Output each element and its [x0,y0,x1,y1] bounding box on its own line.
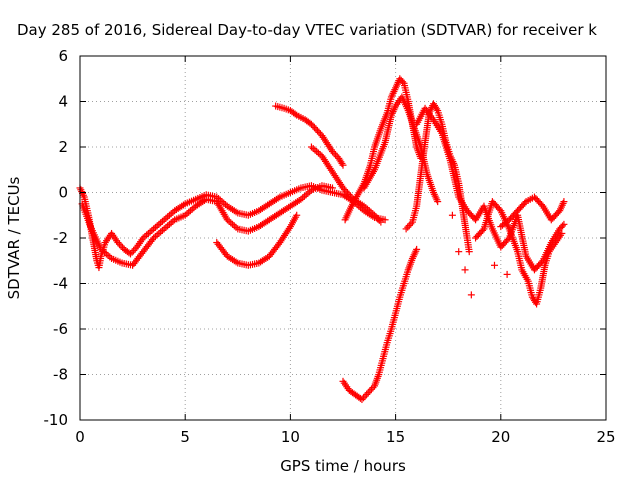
data-point [310,124,318,131]
y-tick-label: -8 [53,366,68,384]
data-point [360,394,368,402]
y-tick-label: 2 [58,138,68,156]
data-point [338,159,346,167]
data-point [312,125,320,133]
y-tick-label: 6 [58,47,68,65]
x-tick-label: 10 [281,428,300,446]
y-axis-label: SDTVAR / TECUs [5,176,23,299]
data-point [339,161,347,169]
data-point [495,205,503,213]
data-point [339,184,347,192]
data-point [467,291,475,299]
data-point [130,247,138,255]
y-tick-label: -6 [53,320,68,338]
data-point [307,120,315,128]
data-point [558,229,566,237]
data-point [399,78,407,86]
data-point [332,151,340,159]
data-point [465,248,473,256]
y-tick-label: -4 [53,275,68,293]
data-point [461,266,469,274]
data-point [455,248,463,256]
data-point [148,236,156,244]
data-point [364,389,372,397]
x-tick-label: 20 [491,428,510,446]
x-axis-label: GPS time / hours [280,457,406,475]
data-point [503,270,511,278]
y-tick-label: 0 [58,184,68,202]
y-tick-label: -2 [53,229,68,247]
data-point [413,245,421,253]
data-point [347,192,355,200]
data-point [521,199,529,207]
data-point [117,242,125,250]
data-point [330,149,338,157]
data-point [363,390,371,398]
data-point [126,250,134,258]
data-point [291,110,299,118]
data-point [367,385,375,393]
x-axis-ticks: 0 5 10 15 20 25 [75,56,616,446]
data-point [358,396,366,404]
x-tick-label: 25 [596,428,615,446]
data-point [131,245,139,253]
data-point [402,225,410,233]
chart-title: Day 285 of 2016, Sidereal Day-to-day VTE… [17,21,597,39]
data-point [375,216,383,224]
data-point [448,211,456,219]
data-point [345,190,353,198]
y-tick-label: -10 [44,411,69,429]
data-point [560,198,568,206]
data-point [328,148,336,156]
data-point [366,387,374,395]
data-point [361,392,369,400]
data-point [309,122,317,130]
x-tick-label: 0 [75,428,85,446]
data-point [313,127,321,135]
data-point [114,239,122,247]
data-point [407,220,415,228]
grid [80,56,606,420]
data-point [560,220,568,228]
plot-frame [79,55,607,421]
data-point [341,186,349,194]
x-tick-label: 5 [180,428,190,446]
data-point [374,215,382,223]
data-point [559,222,567,230]
y-axis-ticks: -10 -8 -6 -4 -2 0 2 4 6 [44,47,606,429]
data-point [405,221,413,229]
data-point [433,105,441,113]
x-tick-label: 15 [386,428,405,446]
data-point [293,211,301,219]
data-point [371,211,379,219]
data-point [377,218,385,226]
data-point [342,187,350,195]
scatter-marks [76,75,568,404]
data-point [115,240,123,248]
data-point [490,261,498,269]
data-point [128,248,136,256]
data-point [434,198,442,206]
data-point [372,213,380,221]
data-point [404,223,412,231]
data-point [328,184,336,192]
data-point [369,384,377,392]
data-point [479,226,487,234]
y-tick-label: 4 [58,93,68,111]
data-point [537,258,545,266]
data-point [344,189,352,197]
data-point [315,128,323,136]
